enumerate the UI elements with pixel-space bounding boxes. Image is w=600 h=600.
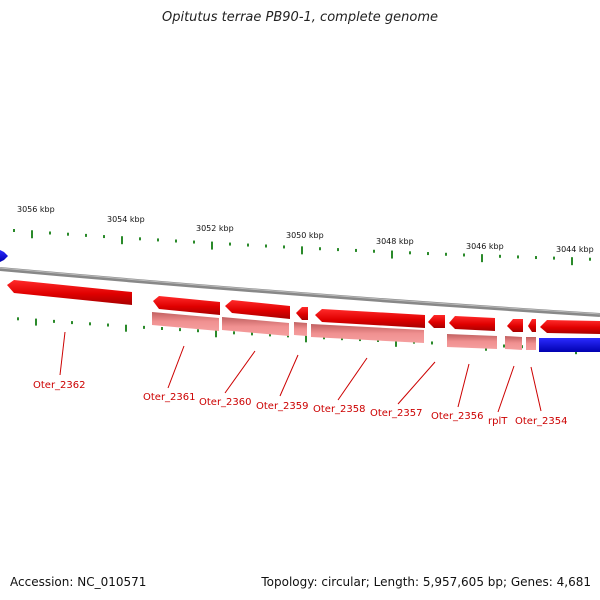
gene-oter-2356[interactable] <box>449 316 495 331</box>
genome-backbone-highlight <box>0 267 600 315</box>
kbp-label-3056: 3056 kbp <box>17 205 55 214</box>
cds-shade-2360 <box>222 317 289 336</box>
leader-oter-2358 <box>337 357 368 401</box>
gene-oter-2354-b[interactable] <box>540 320 600 334</box>
gene-label-oter-2356[interactable]: Oter_2356 <box>431 411 484 422</box>
gene-oter-2358[interactable] <box>315 309 425 328</box>
cds-shade-2356 <box>447 334 497 349</box>
kbp-label-3052: 3052 kbp <box>196 224 234 233</box>
kbp-label-3048: 3048 kbp <box>376 237 414 246</box>
gene-oter-2357[interactable] <box>428 315 445 328</box>
gene-oter-2360[interactable] <box>225 300 290 319</box>
gene-label-oter-2362[interactable]: Oter_2362 <box>33 380 86 391</box>
kbp-label-3046: 3046 kbp <box>466 242 504 251</box>
gene-forward-block[interactable] <box>539 338 600 352</box>
leader-oter-2356 <box>457 363 470 408</box>
cds-shade-2358 <box>311 324 424 343</box>
cds-shade-2361 <box>152 312 219 331</box>
topology-text: Topology: circular; Length: 5,957,605 bp… <box>261 575 591 589</box>
gene-oter-2362[interactable] <box>7 280 132 305</box>
cds-shade-2354 <box>526 337 536 350</box>
gene-oter-2361[interactable] <box>153 296 220 315</box>
leader-oter-2360 <box>224 350 256 394</box>
kbp-label-3054: 3054 kbp <box>107 215 145 224</box>
gene-label-oter-2357[interactable]: Oter_2357 <box>370 408 423 419</box>
gene-label-oter-2358[interactable]: Oter_2358 <box>313 404 366 415</box>
gene-oter-2354-a[interactable] <box>528 319 536 332</box>
cds-shade-rplt <box>505 336 522 350</box>
kbp-label-3044: 3044 kbp <box>556 245 594 254</box>
gene-label-oter-2359[interactable]: Oter_2359 <box>256 401 309 412</box>
accession-text: Accession: NC_010571 <box>10 575 147 589</box>
map-title: Opitutus terrae PB90-1, complete genome <box>161 10 439 25</box>
leader-oter-2361 <box>167 345 185 389</box>
gene-oter-2359[interactable] <box>296 307 308 320</box>
gene-rplt[interactable] <box>507 319 523 332</box>
leader-oter-2354 <box>530 366 542 412</box>
gene-label-oter-2361[interactable]: Oter_2361 <box>143 392 196 403</box>
leader-oter-2362 <box>59 331 66 376</box>
leader-oter-2357 <box>397 361 436 405</box>
gene-label-oter-2360[interactable]: Oter_2360 <box>199 397 252 408</box>
leader-rplt <box>497 365 515 413</box>
gene-label-oter-2354[interactable]: Oter_2354 <box>515 416 568 427</box>
genome-backbone <box>0 267 600 317</box>
leader-lines <box>59 331 542 413</box>
cds-shade-2359 <box>294 322 307 336</box>
kbp-label-3050: 3050 kbp <box>286 231 324 240</box>
leader-oter-2359 <box>279 354 299 397</box>
gene-label-rplt[interactable]: rplT <box>488 416 508 427</box>
gene-forward-edge[interactable] <box>0 250 8 262</box>
